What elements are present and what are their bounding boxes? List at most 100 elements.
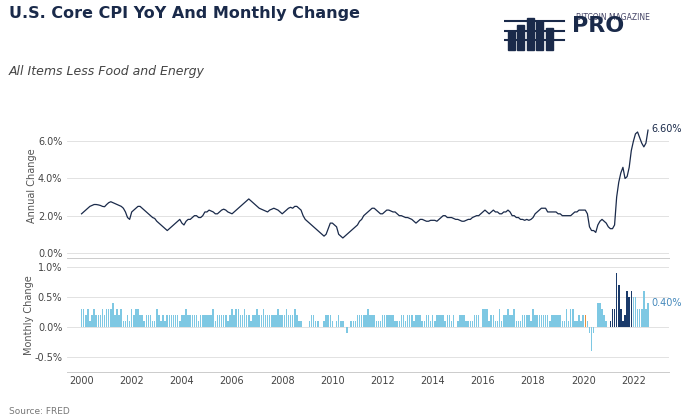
Bar <box>248 315 250 327</box>
Bar <box>371 315 373 327</box>
Bar <box>204 315 206 327</box>
Bar <box>620 309 622 327</box>
Bar <box>300 321 302 327</box>
Bar <box>292 315 293 327</box>
Bar <box>601 309 603 327</box>
Bar <box>198 321 200 327</box>
Bar <box>220 315 223 327</box>
Bar <box>171 315 172 327</box>
Bar <box>519 321 522 327</box>
Bar <box>603 315 605 327</box>
Bar <box>284 315 285 327</box>
Bar <box>591 327 592 351</box>
Bar <box>206 315 208 327</box>
Bar <box>545 315 547 327</box>
Bar <box>447 315 448 327</box>
Bar <box>133 315 134 327</box>
Bar <box>390 315 392 327</box>
Bar <box>453 315 454 327</box>
Bar <box>214 321 216 327</box>
Bar <box>181 315 183 327</box>
Bar <box>428 315 429 327</box>
Bar <box>296 315 297 327</box>
Bar <box>129 321 130 327</box>
Bar <box>396 321 398 327</box>
Bar <box>566 309 567 327</box>
Bar <box>470 321 471 327</box>
Bar <box>424 321 425 327</box>
Bar <box>589 327 590 333</box>
Bar <box>400 315 402 327</box>
Bar <box>97 315 99 327</box>
Bar <box>593 327 594 333</box>
Bar <box>91 315 93 327</box>
Bar <box>421 321 423 327</box>
Bar <box>476 315 477 327</box>
Bar <box>122 321 124 327</box>
Bar <box>309 321 310 327</box>
Bar <box>491 315 492 327</box>
Bar <box>336 321 337 327</box>
Bar <box>512 315 513 327</box>
Bar <box>536 315 538 327</box>
Bar <box>499 309 500 327</box>
Bar <box>386 315 388 327</box>
Bar <box>413 321 414 327</box>
Bar <box>131 309 132 327</box>
Bar <box>482 309 484 327</box>
Bar <box>633 297 634 327</box>
Bar <box>167 315 168 327</box>
Bar <box>505 315 507 327</box>
Bar <box>503 315 505 327</box>
Bar <box>338 315 339 327</box>
Bar <box>279 315 281 327</box>
Bar <box>463 315 465 327</box>
Bar <box>112 303 113 327</box>
Bar <box>384 315 386 327</box>
Bar <box>409 315 410 327</box>
Bar <box>434 321 435 327</box>
Bar <box>468 321 469 327</box>
Bar <box>587 321 588 327</box>
Bar <box>497 321 498 327</box>
Bar <box>361 315 363 327</box>
Bar <box>177 315 178 327</box>
Bar <box>643 291 645 327</box>
Bar <box>379 321 382 327</box>
Bar <box>517 321 519 327</box>
Bar <box>114 315 116 327</box>
Bar <box>542 315 545 327</box>
Bar <box>540 315 542 327</box>
Bar <box>194 315 195 327</box>
Bar <box>188 315 189 327</box>
Bar <box>192 315 193 327</box>
Bar <box>553 315 554 327</box>
Bar <box>597 303 598 327</box>
Bar <box>440 315 442 327</box>
Bar <box>369 315 371 327</box>
Bar <box>444 321 446 327</box>
Bar <box>223 315 225 327</box>
Bar <box>415 315 416 327</box>
Bar <box>618 285 620 327</box>
Bar <box>478 315 480 327</box>
Bar <box>95 315 97 327</box>
Bar <box>235 309 237 327</box>
Bar <box>398 321 400 327</box>
Bar <box>457 321 458 327</box>
Bar <box>271 315 272 327</box>
Bar <box>269 315 270 327</box>
Bar <box>392 315 394 327</box>
Bar <box>526 18 534 50</box>
Bar <box>411 315 412 327</box>
Bar <box>551 315 552 327</box>
Bar <box>83 309 85 327</box>
Bar <box>144 321 145 327</box>
Bar <box>501 321 503 327</box>
Bar <box>449 315 450 327</box>
Bar <box>162 315 164 327</box>
Bar <box>639 309 640 327</box>
Bar <box>545 28 553 50</box>
Bar <box>183 315 185 327</box>
Bar <box>570 309 571 327</box>
